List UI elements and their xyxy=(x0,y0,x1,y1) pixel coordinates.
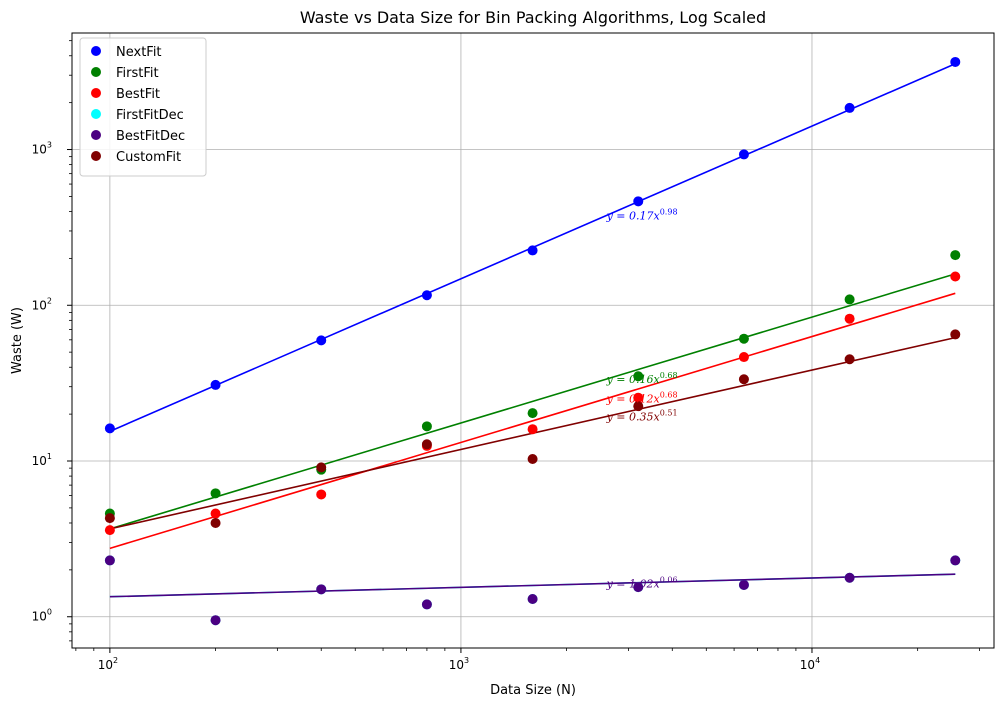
legend-label-nextfit: NextFit xyxy=(116,45,162,60)
y-tick-label: 103 xyxy=(32,141,52,157)
point-bestfit xyxy=(950,271,961,282)
point-nextfit xyxy=(210,379,221,390)
point-bestfit xyxy=(527,424,538,435)
point-bestfitdec xyxy=(527,594,538,605)
ticks-layer: 102 103 104 100 101 102 103 xyxy=(32,40,980,672)
x-tick-label: 103 xyxy=(449,656,469,672)
legend-marker-firstfitdec xyxy=(91,109,101,119)
point-bestfitdec xyxy=(316,584,327,595)
legend-label-firstfit: FirstFit xyxy=(116,66,159,81)
point-firstfit xyxy=(844,294,855,305)
point-customfit xyxy=(950,329,961,340)
chart-title: Waste vs Data Size for Bin Packing Algor… xyxy=(300,8,766,27)
fit-equation-firstfit: y = 0.16x0.68 xyxy=(606,371,678,386)
point-firstfit xyxy=(633,371,644,382)
point-bestfit xyxy=(844,313,855,324)
fit-line-bestfit xyxy=(109,292,956,550)
legend-marker-bestfitdec xyxy=(91,130,101,140)
point-nextfit xyxy=(316,335,327,346)
fit-equation-bestfitdec: y = 1.02x0.06 xyxy=(606,575,678,590)
point-firstfit xyxy=(210,488,221,499)
point-customfit xyxy=(210,517,221,528)
point-nextfit xyxy=(844,102,855,113)
legend-marker-nextfit xyxy=(91,46,101,56)
point-bestfitdec xyxy=(844,572,855,583)
point-customfit xyxy=(527,454,538,465)
fit-equation-bestfit: y = 0.12x0.68 xyxy=(606,390,678,405)
point-nextfit xyxy=(421,290,432,301)
point-firstfit xyxy=(527,408,538,419)
point-customfit xyxy=(421,439,432,450)
legend-box xyxy=(79,37,207,177)
fit-equation-nextfit: y = 0.17x0.98 xyxy=(606,207,678,222)
point-bestfitdec xyxy=(633,582,644,593)
point-bestfitdec xyxy=(421,599,432,610)
x-axis-label: Data Size (N) xyxy=(490,683,576,698)
fit-lines-layer xyxy=(109,63,956,598)
y-axis-label: Waste (W) xyxy=(10,307,25,374)
point-nextfit xyxy=(104,423,115,434)
y-tick-label: 101 xyxy=(32,452,52,468)
point-customfit xyxy=(738,374,749,385)
point-firstfit xyxy=(421,421,432,432)
annotations-layer: y = 0.17x0.98 y = 0.16x0.68 y = 0.12x0.68 y… xyxy=(606,207,678,590)
fit-line-firstfit xyxy=(109,273,956,530)
legend-marker-bestfit xyxy=(91,88,101,98)
point-customfit xyxy=(104,513,115,524)
fit-line-bestfitdec xyxy=(109,573,956,598)
point-nextfit xyxy=(738,149,749,160)
fit-equation-customfit: y = 0.35x0.51 xyxy=(606,409,678,424)
point-nextfit xyxy=(633,196,644,207)
point-bestfitdec xyxy=(738,579,749,590)
point-nextfit xyxy=(527,245,538,256)
point-bestfit xyxy=(210,508,221,519)
legend-label-firstfitdec: FirstFitDec xyxy=(116,108,184,123)
point-bestfit xyxy=(738,352,749,363)
point-customfit xyxy=(844,354,855,365)
point-nextfit xyxy=(950,56,961,67)
point-bestfit xyxy=(104,525,115,536)
legend: NextFit FirstFit BestFit FirstFitDec BestFit… xyxy=(79,37,207,177)
legend-marker-customfit xyxy=(91,151,101,161)
y-tick-label: 102 xyxy=(32,296,52,312)
point-bestfit xyxy=(633,392,644,403)
point-customfit xyxy=(633,401,644,412)
point-bestfit xyxy=(316,489,327,500)
legend-label-bestfit: BestFit xyxy=(116,87,160,102)
point-firstfit xyxy=(738,333,749,344)
points-layer xyxy=(104,56,961,626)
point-firstfit xyxy=(950,250,961,261)
point-bestfitdec xyxy=(104,555,115,566)
legend-label-bestfitdec: BestFitDec xyxy=(116,129,185,144)
y-tick-label: 100 xyxy=(32,608,52,624)
x-tick-label: 104 xyxy=(800,656,820,672)
point-customfit xyxy=(316,462,327,473)
legend-label-customfit: CustomFit xyxy=(116,150,181,165)
point-bestfitdec xyxy=(210,615,221,626)
legend-marker-firstfit xyxy=(91,67,101,77)
point-bestfitdec xyxy=(950,555,961,566)
x-tick-label: 102 xyxy=(98,656,118,672)
plot-frame xyxy=(71,32,995,649)
